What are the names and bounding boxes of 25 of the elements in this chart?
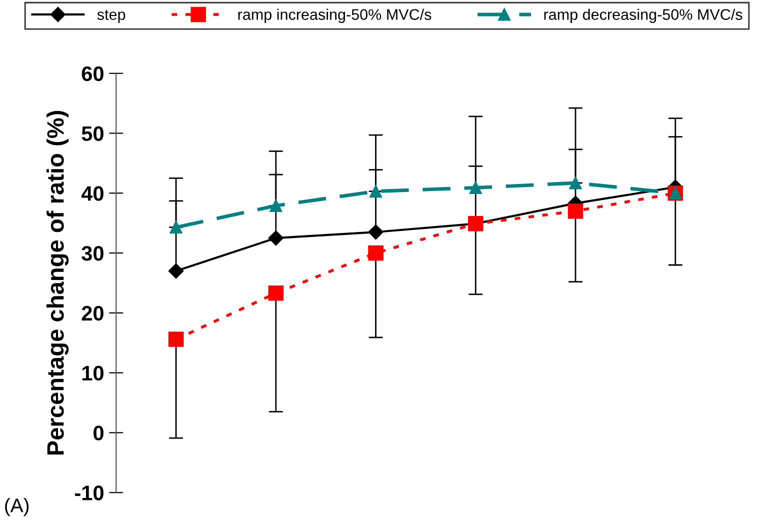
- point: [370, 185, 382, 198]
- point: [469, 181, 482, 194]
- point: [170, 221, 182, 234]
- y-tick-label: 60: [82, 66, 104, 82]
- y-tick-label: 0: [94, 426, 104, 440]
- point: [268, 286, 284, 301]
- y-tick-label: 10: [82, 366, 104, 381]
- legend-label: step: [97, 10, 126, 23]
- legend-label: ramp increasing-50% MVC/s: [238, 8, 432, 23]
- text: (A): [5, 498, 29, 516]
- y-tick-label: 30: [82, 246, 104, 261]
- point: [270, 199, 282, 212]
- point: [368, 224, 384, 240]
- y-tick-label: 40: [81, 186, 104, 201]
- point: [168, 263, 184, 279]
- y-tick-label: -10: [75, 486, 104, 500]
- legend-label: ramp decreasing-50% MVC/s: [544, 8, 742, 23]
- y-axis-title: Percentage change of ratio (%): [46, 110, 69, 455]
- y-tick-label: 50: [82, 126, 104, 141]
- y-tick-label: 20: [82, 306, 104, 321]
- point: [568, 203, 584, 219]
- point: [368, 245, 384, 261]
- point: [569, 176, 582, 190]
- point: [168, 332, 184, 347]
- point: [268, 230, 284, 246]
